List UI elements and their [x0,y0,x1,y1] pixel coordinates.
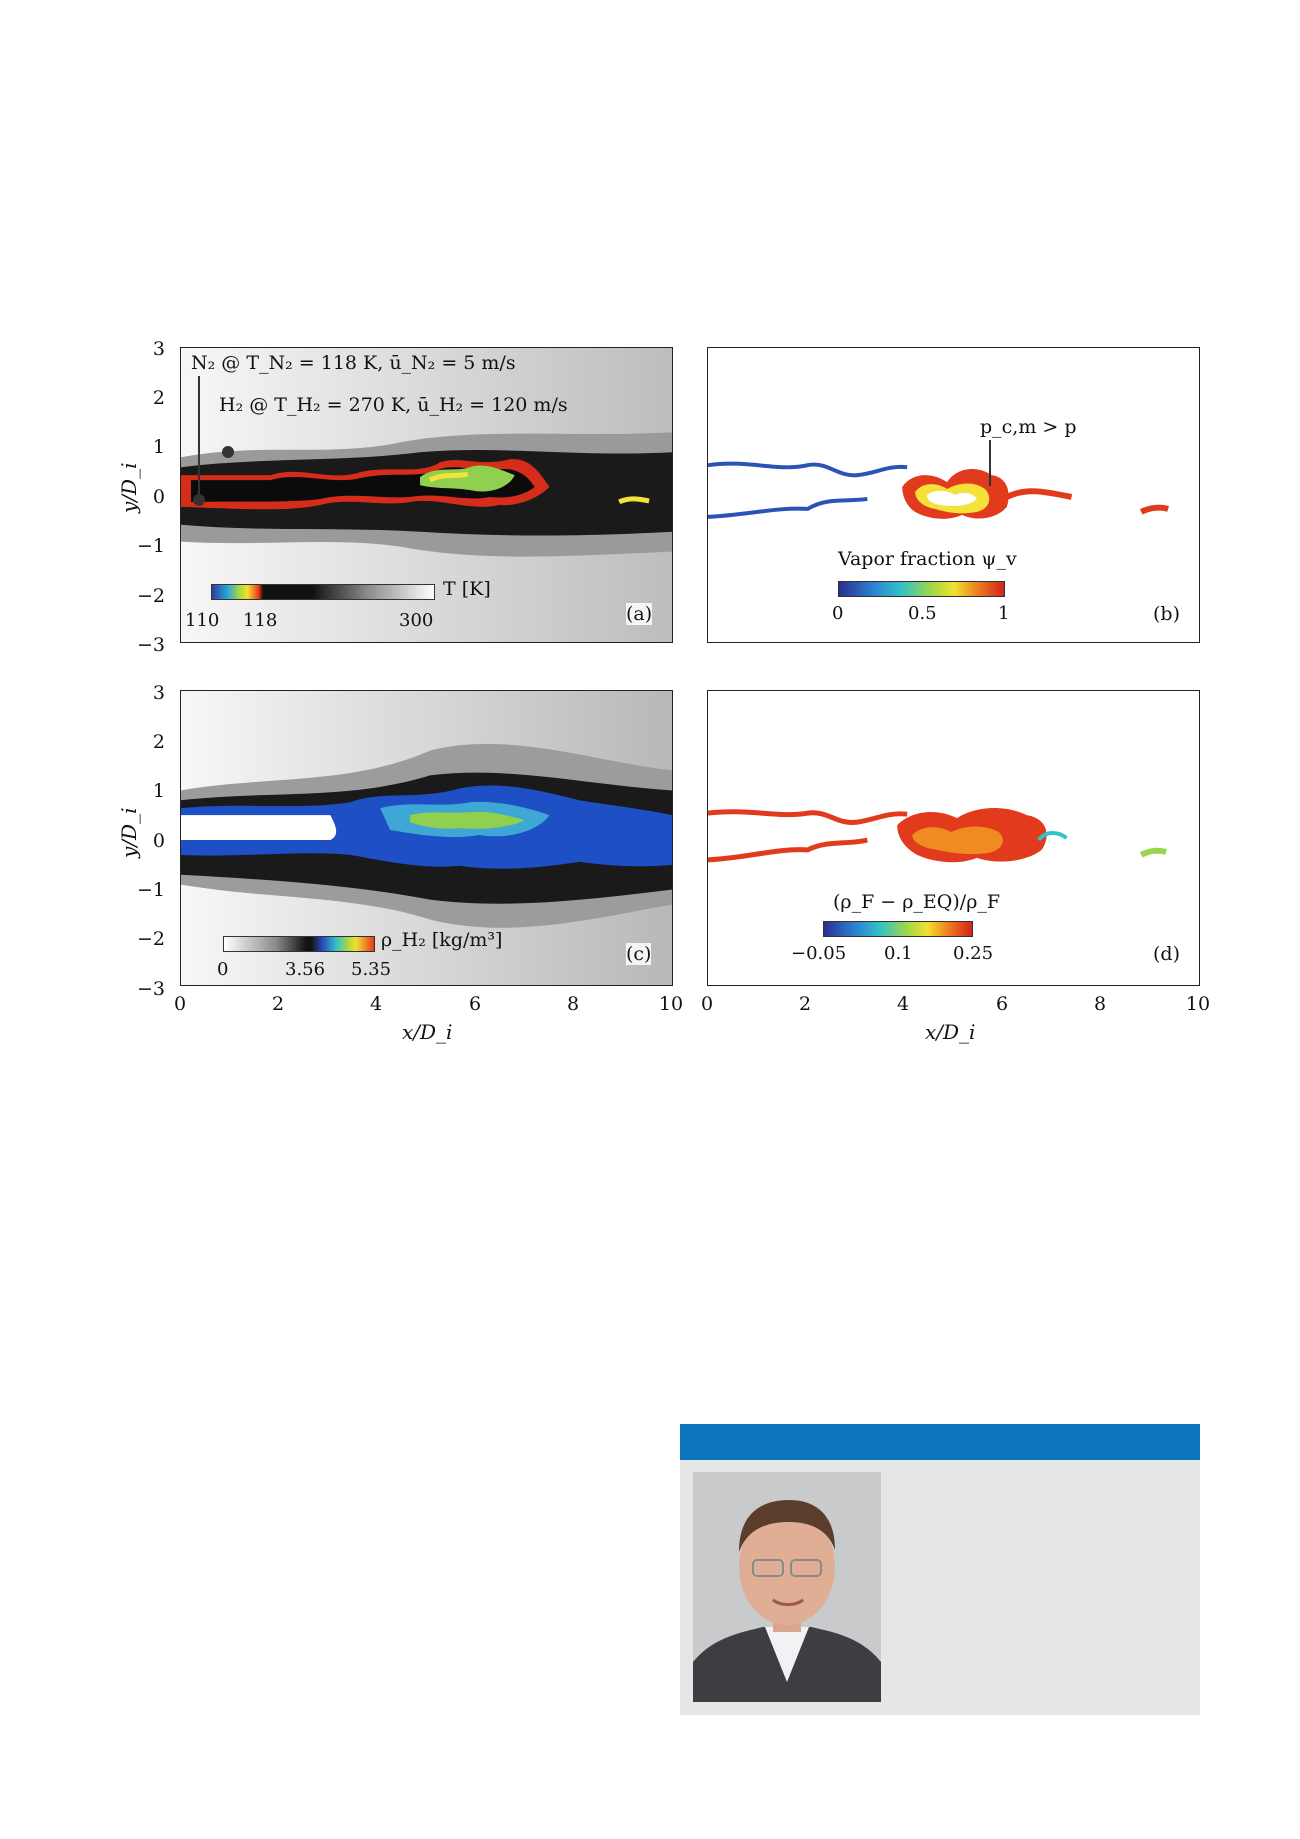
ytick: −3 [136,978,165,1000]
colorbar-tick: 118 [243,610,278,631]
colorbar-tick: 110 [185,610,220,631]
panel-label-d: (d) [1153,943,1180,965]
portrait-illustration [693,1472,881,1702]
temperature-colorbar [211,584,435,600]
colorbar-label-deviation: (ρ_F − ρ_EQ)/ρ_F [833,891,1001,913]
ylabel-bottom: y/D_i [117,807,141,858]
panel-c-density: ρ_H₂ [kg/m³] 0 3.56 5.35 (c) [180,690,673,986]
xtick: 0 [173,993,187,1015]
leader-line-pressure [989,440,991,486]
ytick: −1 [136,535,165,557]
xtick: 0 [700,993,714,1015]
colorbar-tick: 0.1 [884,943,913,964]
density-field [181,691,672,985]
ytick: 1 [152,436,165,458]
xlabel-left: x/D_i [402,1020,453,1044]
annotation-n2: N₂ @ T_N₂ = 118 K, ū_N₂ = 5 m/s [191,352,516,374]
ytick: 0 [152,830,165,852]
leader-line-n2 [198,376,200,494]
bio-header-bar [680,1424,1200,1460]
ytick: −2 [136,928,165,950]
panel-a-temperature: N₂ @ T_N₂ = 118 K, ū_N₂ = 5 m/s H₂ @ T_H… [180,347,673,643]
panel-label-a: (a) [626,603,653,625]
ytick: 3 [152,682,165,704]
xtick: 8 [566,993,580,1015]
ytick: −3 [136,634,165,656]
density-deviation-field [708,808,1167,863]
ytick: 2 [152,387,165,409]
xtick: 8 [1093,993,1107,1015]
ytick: 2 [152,731,165,753]
colorbar-tick: 300 [399,610,434,631]
panel-label-c: (c) [626,943,652,965]
colorbar-tick: 3.56 [285,959,326,980]
density-colorbar [223,936,375,952]
xlabel-right: x/D_i [925,1020,976,1044]
deviation-colorbar [823,921,973,937]
panel-d-density-deviation: (ρ_F − ρ_EQ)/ρ_F −0.05 0.1 0.25 (d) [707,690,1200,986]
xtick: 10 [1185,993,1211,1015]
colorbar-label-temperature: T [K] [443,578,491,600]
colorbar-tick: 0 [832,603,844,624]
annotation-h2: H₂ @ T_H₂ = 270 K, ū_H₂ = 120 m/s [219,394,568,416]
marker-n2-dot [193,494,205,506]
xtick: 4 [896,993,910,1015]
ytick: 3 [152,338,165,360]
portrait-photo-icon [693,1472,881,1702]
vapor-colorbar [838,581,1005,597]
xtick: 6 [468,993,482,1015]
ytick: −2 [136,585,165,607]
xtick: 4 [369,993,383,1015]
ytick: 0 [152,486,165,508]
colorbar-tick: −0.05 [791,943,847,964]
xtick: 10 [658,993,684,1015]
xtick: 2 [798,993,812,1015]
panel-b-vapor-fraction: p_c,m > p Vapor fraction ψ_v 0 0.5 1 (b) [707,347,1200,643]
ytick: −1 [136,879,165,901]
vapor-fraction-field [708,461,1169,519]
marker-h2-dot [222,446,234,458]
colorbar-label-vapor: Vapor fraction ψ_v [838,548,1017,570]
colorbar-tick: 0 [217,959,229,980]
colorbar-label-density: ρ_H₂ [kg/m³] [381,929,503,951]
annotation-pressure: p_c,m > p [980,416,1077,438]
xtick: 6 [995,993,1009,1015]
ytick: 1 [152,780,165,802]
colorbar-tick: 5.35 [351,959,392,980]
xtick: 2 [271,993,285,1015]
colorbar-tick: 0.25 [953,943,994,964]
ylabel-top: y/D_i [117,462,141,513]
colorbar-tick: 1 [998,603,1010,624]
panel-label-b: (b) [1153,603,1180,625]
colorbar-tick: 0.5 [908,603,937,624]
